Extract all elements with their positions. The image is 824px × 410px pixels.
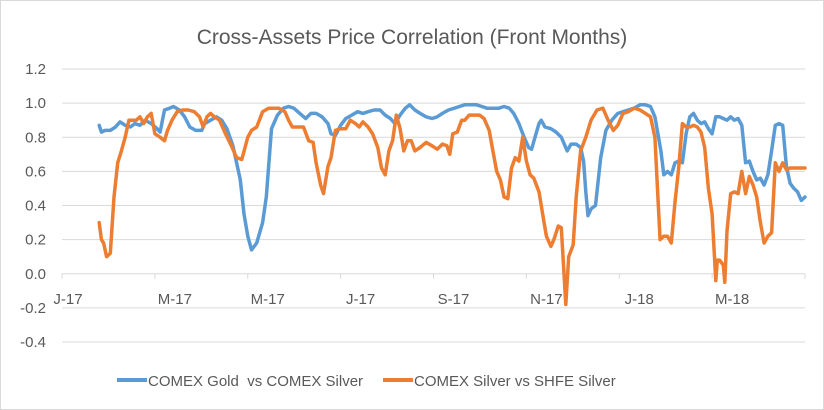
y-tick-label: 1.0 (25, 95, 46, 112)
legend-label-gold-silver: COMEX Gold vs COMEX Silver (148, 373, 363, 390)
y-axis-ticks: 1.2 1.0 0.8 0.6 0.4 0.2 0.0 -0.2 -0.4 (20, 61, 46, 351)
x-tick-label: M-17 (251, 291, 285, 308)
x-tick-label: J-17 (346, 291, 375, 308)
series-lines (97, 103, 807, 307)
y-tick-label: -0.4 (20, 334, 46, 351)
x-tick-label: J-18 (625, 291, 654, 308)
x-tick-label: N-17 (530, 291, 563, 308)
x-tick-label: M-17 (158, 291, 192, 308)
legend-label-silver-shfe: COMEX Silver vs SHFE Silver (414, 373, 616, 390)
y-tick-label: 0.0 (25, 266, 46, 283)
x-axis: J-17 M-17 M-17 J-17 S-17 N-17 J-18 M-18 (53, 273, 806, 308)
y-tick-label: 0.4 (25, 198, 46, 215)
y-tick-label: 0.8 (25, 129, 46, 146)
x-tick-label: J-17 (53, 291, 82, 308)
x-tick-label: S-17 (438, 291, 470, 308)
y-tick-label: -0.2 (20, 300, 46, 317)
legend: COMEX Gold vs COMEX Silver COMEX Silver … (117, 373, 616, 390)
series-line-silver-shfe (97, 106, 807, 307)
chart-title: Cross-Assets Price Correlation (Front Mo… (197, 26, 628, 49)
series-line-gold-silver (97, 103, 807, 252)
x-tick-label: M-18 (715, 291, 749, 308)
y-tick-label: 0.2 (25, 232, 46, 249)
gridlines (62, 68, 805, 343)
y-tick-label: 1.2 (25, 61, 46, 78)
y-tick-label: 0.6 (25, 163, 46, 180)
